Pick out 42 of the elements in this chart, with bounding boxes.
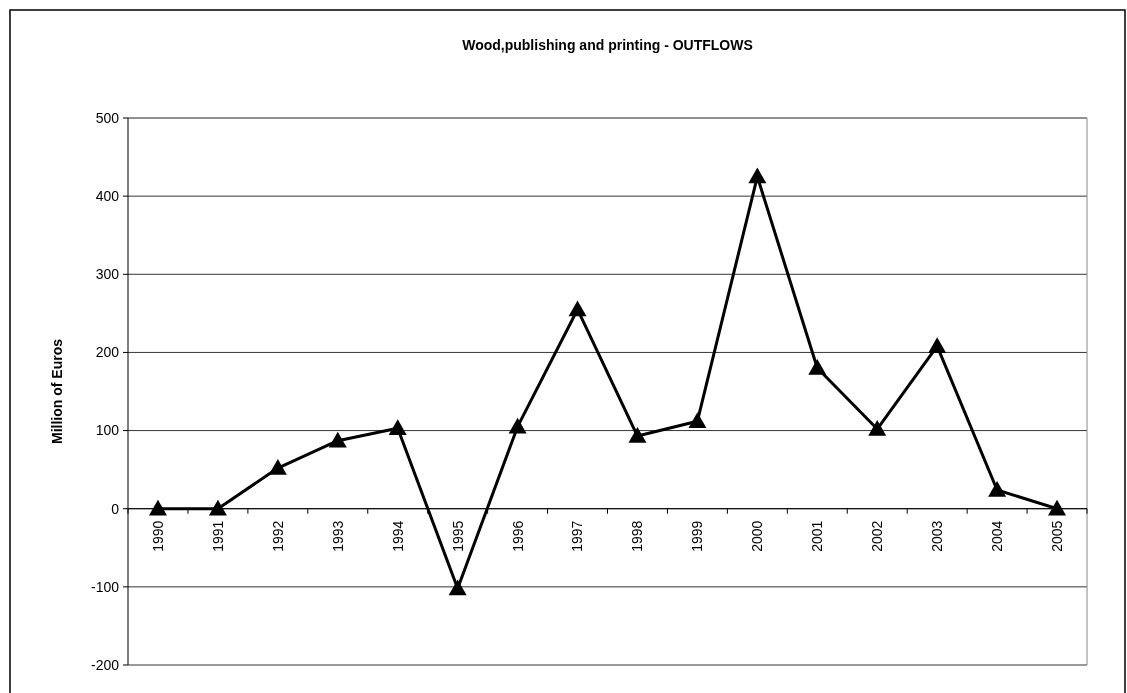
point xyxy=(808,359,827,375)
point xyxy=(208,499,227,516)
x-tick-label: 1993 xyxy=(329,520,346,552)
x-tick-label: 1999 xyxy=(689,520,706,552)
x-tick-label: 1992 xyxy=(269,520,286,552)
y-tick-label: 0 xyxy=(111,500,120,517)
point xyxy=(688,412,707,428)
y-tick-label: 500 xyxy=(95,109,120,126)
y-axis-title: Million of Euros xyxy=(49,338,65,444)
point xyxy=(148,499,167,516)
y-tick-label: -100 xyxy=(90,578,120,595)
x-tick-label: 2005 xyxy=(1048,520,1065,552)
x-tick-label: 2001 xyxy=(809,520,826,552)
point xyxy=(448,579,467,596)
y-tick-label: 300 xyxy=(95,266,120,283)
point xyxy=(268,459,287,475)
point xyxy=(868,420,887,436)
point xyxy=(1048,499,1067,516)
x-tick-label: 2004 xyxy=(988,520,1005,552)
x-tick-label: 1996 xyxy=(509,520,526,552)
x-tick-label: 1997 xyxy=(569,520,586,552)
x-tick-label: 1998 xyxy=(629,520,646,552)
x-tick-label: 1991 xyxy=(209,520,226,552)
y-tick-label: 400 xyxy=(95,188,120,205)
x-tick-label: 2000 xyxy=(749,520,766,552)
chart-title: Wood,publishing and printing - OUTFLOWS xyxy=(462,37,753,53)
point xyxy=(928,337,947,353)
x-tick-label: 1994 xyxy=(389,520,406,552)
x-tick-label: 1990 xyxy=(149,520,166,552)
point xyxy=(388,419,407,435)
y-tick-label: 200 xyxy=(95,344,120,361)
y-tick-label: -200 xyxy=(90,656,120,673)
point xyxy=(628,427,647,443)
point xyxy=(508,417,527,434)
x-tick-label: 1995 xyxy=(449,520,466,552)
x-tick-label: 2003 xyxy=(929,520,946,552)
point xyxy=(328,431,347,448)
x-tick-label: 2002 xyxy=(869,520,886,552)
y-tick-label: 100 xyxy=(95,422,120,439)
point xyxy=(748,167,767,184)
point xyxy=(568,300,587,317)
point xyxy=(988,480,1007,497)
